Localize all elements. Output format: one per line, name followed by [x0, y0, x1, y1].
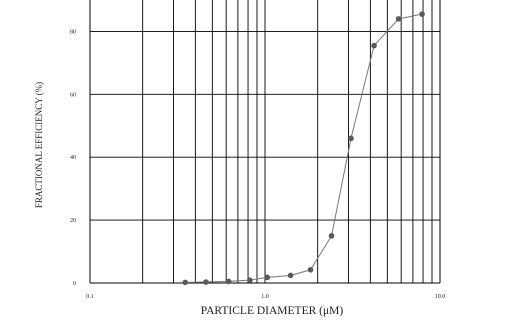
y-tick-label: 40: [70, 155, 76, 161]
tick-labels: 0 20 40 60 80 0.1 1.0 10.0: [70, 29, 445, 300]
data-point: [287, 272, 294, 279]
data-point: [225, 278, 232, 285]
data-point: [348, 135, 354, 142]
data-point: [247, 277, 253, 283]
x-tick-label: 1.0: [261, 294, 269, 300]
y-tick-label: 0: [73, 281, 76, 287]
y-tick-label: 80: [70, 29, 76, 35]
data-point: [371, 42, 377, 49]
y-axis-title: FRACTIONAL EFFICIENCY (%): [34, 82, 44, 208]
data-point: [182, 279, 189, 286]
data-point: [264, 274, 271, 281]
data-point: [419, 11, 425, 17]
x-tick-label: 10.0: [435, 294, 446, 300]
data-series: [182, 11, 425, 286]
y-tick-label: 60: [70, 92, 76, 98]
x-tick-label: 0.1: [86, 294, 94, 300]
x-axis-title: PARTICLE DIAMETER (μM): [201, 305, 344, 317]
data-point: [203, 279, 209, 285]
data-point: [328, 233, 335, 239]
grid: [89, 0, 441, 284]
series-line: [185, 13, 423, 283]
data-point: [395, 16, 402, 22]
data-point: [307, 266, 314, 273]
y-tick-label: 20: [70, 218, 76, 224]
